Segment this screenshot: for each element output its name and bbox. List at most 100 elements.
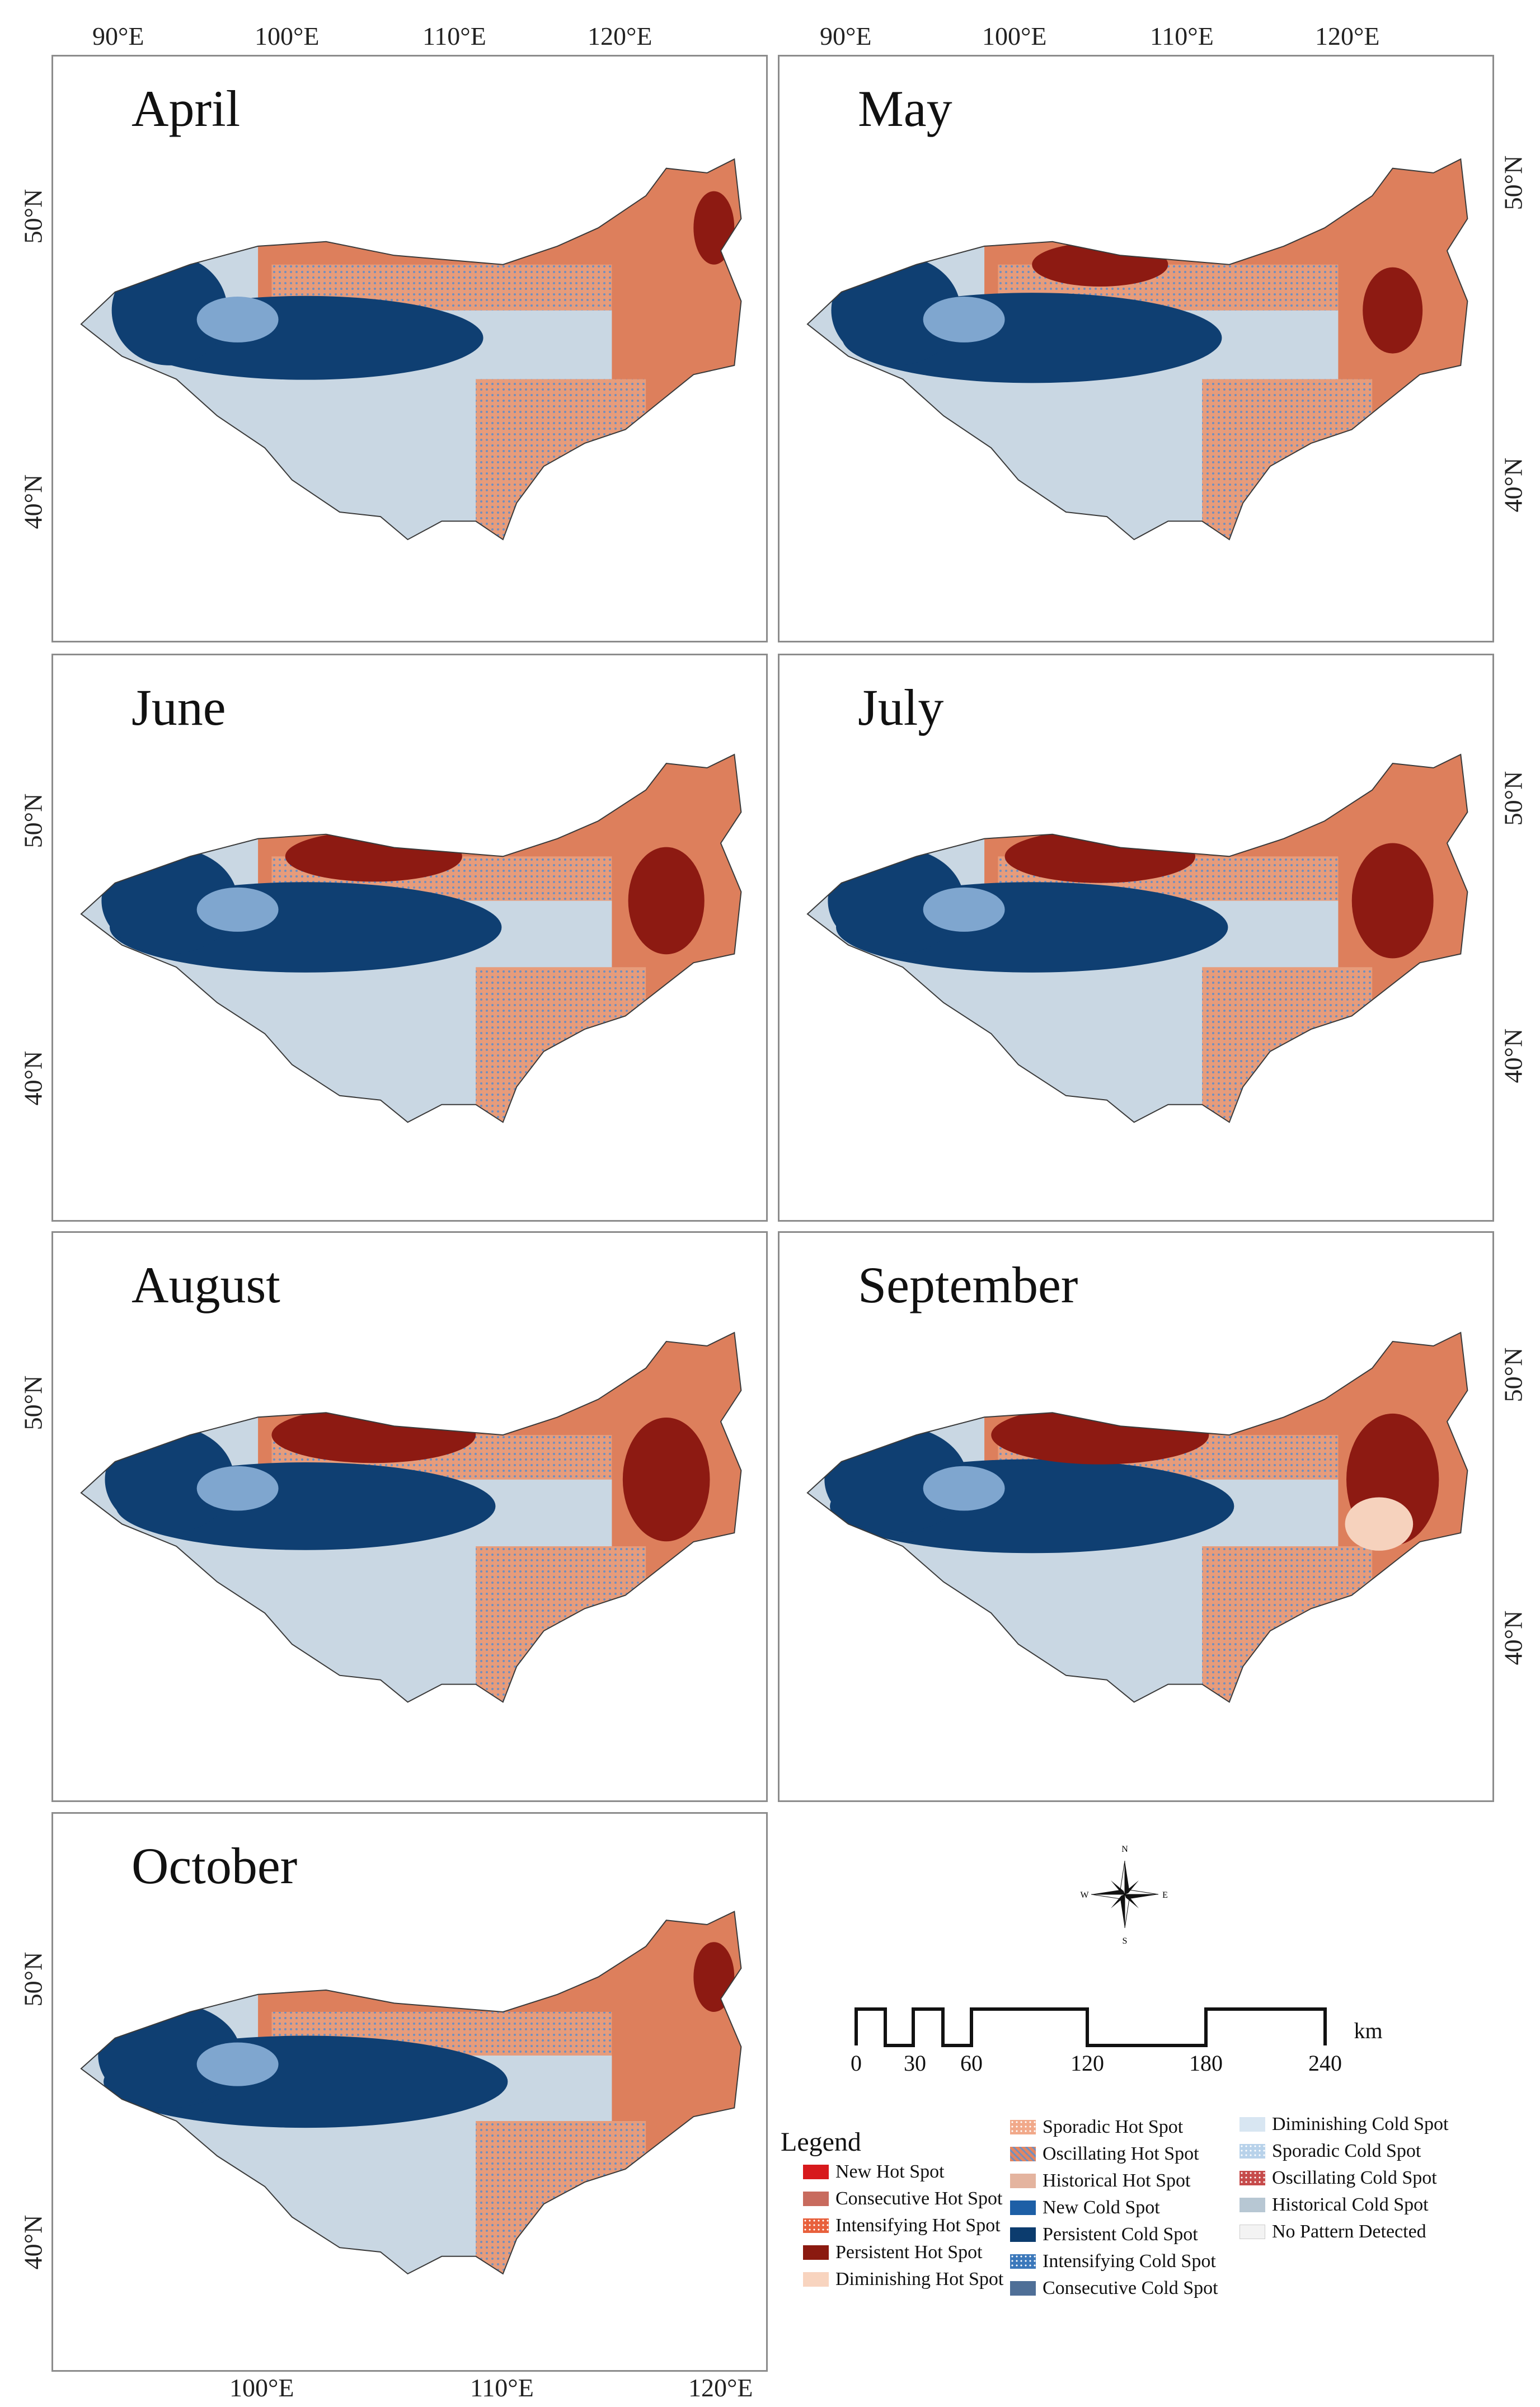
legend-label: Consecutive Hot Spot [835,2188,1003,2209]
legend-item: Sporadic Cold Spot [1239,2139,1421,2163]
compass-n: N [1121,1845,1128,1854]
compass-e: E [1162,1890,1168,1900]
legend-item: Sporadic Hot Spot [1010,2115,1183,2139]
compass-s: S [1123,1936,1128,1945]
region-oscillating-hot [1202,967,1373,1123]
legend-swatch [1010,2147,1036,2161]
legend-swatch [1010,2200,1036,2215]
legend-label: Sporadic Cold Spot [1272,2141,1421,2161]
region-intensifying-cold [923,1466,1005,1511]
legend-swatch [803,2218,829,2233]
region-intensifying-cold [196,297,279,342]
legend-item: New Cold Spot [1010,2196,1160,2220]
legend-swatch [1010,2281,1036,2296]
lon-label: 120°E [688,2373,753,2402]
lat-label: 40°N [18,2214,48,2270]
region-oscillating-hot [1202,1546,1373,1702]
region-persistent-hot [1004,829,1196,883]
legend-label: Intensifying Hot Spot [835,2215,1001,2236]
map-august [80,1331,742,1703]
lat-label: 50°N [1499,155,1528,210]
region-oscillating-hot [1202,379,1373,540]
map-april [80,158,742,541]
panel-title: July [858,679,944,736]
legend-swatch [803,2272,829,2287]
legend-item: Intensifying Cold Spot [1010,2250,1216,2273]
lon-label: 120°E [1315,22,1380,50]
legend-item: Historical Hot Spot [1010,2169,1190,2193]
lat-label: 40°N [18,474,48,529]
map-october [80,1911,742,2275]
legend-label: Persistent Hot Spot [835,2242,983,2263]
lat-label: 40°N [1499,457,1528,513]
scale-label: 60 [960,2051,983,2076]
region-intensifying-cold [923,297,1005,342]
region-oscillating-hot [476,1546,646,1702]
map-panel-april: April [51,55,768,642]
map-panel-may: May [778,55,1494,642]
lat-label: 50°N [18,793,48,848]
compass-w: W [1080,1890,1089,1900]
legend-swatch [1239,2225,1265,2239]
legend-label: Historical Cold Spot [1272,2194,1429,2215]
legend-item: Intensifying Hot Spot [803,2214,1001,2237]
region-boundary [80,753,742,1123]
lat-label: 50°N [18,1951,48,2007]
region-intensifying-cold [196,887,279,932]
map-may [806,158,1468,541]
region-persistent-hot [271,1406,476,1463]
region-boundary [806,753,1468,1123]
region-oscillating-hot [476,379,646,540]
scale-label: 180 [1189,2051,1223,2076]
region-persistent-hot [1351,843,1434,959]
region-intensifying-cold [196,2042,279,2086]
legend-title: Legend [781,2127,861,2157]
legend-swatch [803,2245,829,2260]
region-boundary [80,158,742,541]
legend-label: Sporadic Hot Spot [1043,2117,1184,2137]
legend-swatch [803,2165,829,2179]
map-july [806,753,1468,1123]
lon-label: 100°E [982,22,1047,50]
legend-item: Oscillating Cold Spot [1239,2166,1437,2190]
region-persistent-hot [693,191,735,265]
region-persistent-hot [285,831,462,882]
legend-swatch [1239,2171,1265,2185]
lat-label: 40°N [18,1050,48,1106]
legend-swatch [1239,2144,1265,2159]
panel-title: August [132,1256,280,1313]
map-panel-september: September [778,1231,1494,1802]
legend-item: Diminishing Cold Spot [1239,2113,1449,2136]
scale-label: 30 [904,2051,926,2076]
legend-label: Oscillating Cold Spot [1272,2167,1437,2188]
legend-item: No Pattern Detected [1239,2220,1426,2244]
legend-item: Persistent Cold Spot [1010,2223,1198,2246]
scale-label: 120 [1071,2051,1104,2076]
region-boundary [80,1911,742,2275]
scale-bar [854,2007,1327,2047]
scale-label: 240 [1308,2051,1342,2076]
region-intensifying-cold [923,887,1005,932]
legend-label: New Hot Spot [835,2161,945,2182]
lon-label: 110°E [422,22,486,50]
region-boundary [806,158,1468,541]
panel-title: October [132,1837,298,1894]
legend-label: Diminishing Cold Spot [1272,2114,1449,2134]
legend-item: Historical Cold Spot [1239,2193,1429,2217]
scale-unit: km [1354,2018,1383,2043]
region-persistent-hot [693,1942,735,2012]
lat-label: 50°N [1499,1347,1528,1402]
region-oscillating-hot [476,967,646,1123]
legend-swatch [1239,2198,1265,2212]
region-intensifying-cold [196,1466,279,1511]
region-diminishing-hot [1345,1497,1414,1551]
lat-label: 40°N [1499,1028,1528,1083]
lat-label: 50°N [18,1375,48,1430]
map-september [806,1331,1468,1703]
lon-label: 100°E [229,2373,294,2402]
lat-label: 40°N [1499,1610,1528,1665]
map-june [80,753,742,1123]
lat-label: 50°N [1499,771,1528,826]
legend-item: Oscillating Hot Spot [1010,2142,1199,2166]
legend-label: Intensifying Cold Spot [1043,2251,1216,2272]
